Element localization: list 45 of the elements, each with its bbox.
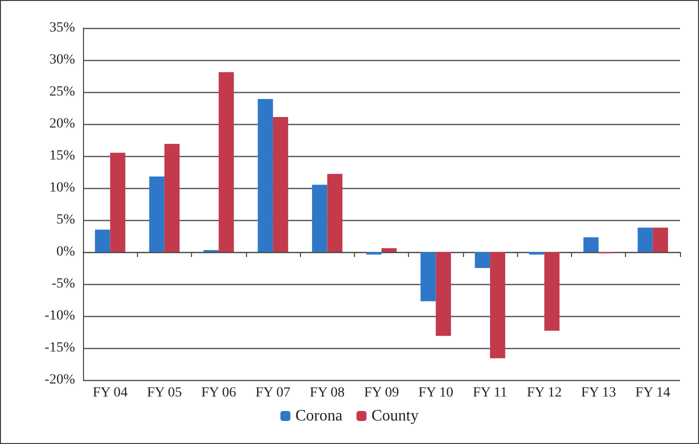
- legend-label: Corona: [295, 408, 342, 424]
- bar: [544, 252, 560, 331]
- x-tick-label: FY 05: [146, 386, 182, 400]
- x-tick-label: FY 10: [418, 386, 454, 400]
- y-tick-label: -5%: [52, 276, 76, 292]
- bar: [312, 184, 328, 252]
- y-tick-label: 30%: [49, 52, 76, 68]
- y-tick-label: 5%: [56, 212, 76, 228]
- bar: [420, 252, 436, 302]
- x-tick-label: FY 06: [201, 386, 236, 400]
- bar: [110, 152, 126, 252]
- x-tick-label: FY 09: [364, 386, 399, 400]
- x-tick-label: FY 11: [472, 386, 508, 400]
- y-tick-label: 10%: [49, 180, 76, 196]
- bar: [258, 99, 273, 252]
- x-tick-label: FY 08: [310, 386, 345, 400]
- bar: [382, 248, 397, 252]
- y-tick-label: -20%: [44, 372, 76, 388]
- bar: [94, 230, 110, 252]
- bar: [490, 252, 506, 358]
- y-tick-label: 25%: [49, 84, 76, 100]
- bar: [436, 252, 451, 336]
- bar: [272, 116, 288, 252]
- x-tick-label: FY 13: [581, 386, 616, 400]
- bar: [638, 228, 653, 252]
- legend-label: County: [371, 408, 419, 424]
- y-tick-label: -15%: [44, 340, 76, 356]
- bar: [366, 252, 382, 255]
- y-tick-label: 15%: [49, 148, 76, 164]
- y-tick-label: 0%: [56, 244, 76, 260]
- y-tick-label: -10%: [44, 308, 76, 324]
- x-tick-label: FY 14: [635, 386, 670, 400]
- x-tick-label: FY 07: [256, 386, 290, 400]
- x-tick-label: FY 12: [526, 386, 562, 400]
- bar: [652, 228, 668, 252]
- bar: [149, 176, 164, 252]
- bar: [583, 237, 599, 252]
- bar: [218, 72, 234, 252]
- bar: [164, 144, 180, 252]
- y-tick-label: 35%: [49, 20, 76, 36]
- bar: [529, 252, 544, 255]
- bar: [327, 174, 342, 252]
- bar: [474, 252, 490, 268]
- x-tick-label: FY 04: [92, 386, 128, 400]
- y-tick-label: 20%: [49, 116, 76, 132]
